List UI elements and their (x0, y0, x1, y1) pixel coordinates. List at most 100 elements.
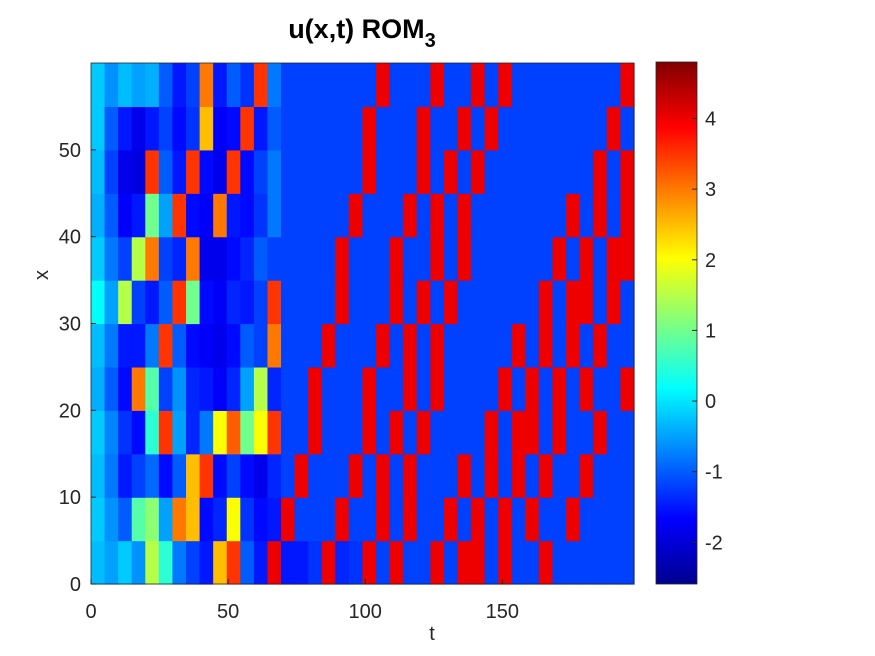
heatmap-cell (281, 63, 296, 108)
heatmap-cell (525, 149, 540, 194)
heatmap-cell (416, 106, 431, 151)
heatmap-cell (525, 236, 540, 281)
heatmap-cell (267, 410, 282, 455)
colorbar-tick-label: 3 (705, 179, 716, 201)
heatmap-cell (294, 236, 309, 281)
heatmap-cell (118, 366, 133, 411)
heatmap-cell (348, 280, 364, 325)
heatmap-cell (525, 497, 540, 542)
heatmap-cell (389, 366, 404, 411)
heatmap-cell (308, 280, 323, 325)
heatmap-cell (172, 453, 187, 498)
title-main: u(x,t) ROM (288, 14, 424, 44)
heatmap-cell (579, 366, 594, 411)
heatmap-cell (403, 323, 418, 368)
heatmap-cell (308, 106, 323, 151)
heatmap-cell (131, 453, 146, 498)
heatmap-cell (131, 540, 146, 585)
heatmap-cell (294, 323, 309, 368)
heatmap-cell (362, 323, 377, 368)
heatmap-cell (281, 410, 296, 455)
heatmap-cell (158, 236, 174, 281)
heatmap-cell (620, 106, 635, 151)
heatmap-cell (389, 410, 404, 455)
heatmap-cell (457, 497, 472, 542)
heatmap-cell (267, 280, 282, 325)
heatmap-cell (566, 540, 581, 585)
heatmap-cell (172, 149, 187, 194)
heatmap-cell (104, 410, 119, 455)
heatmap-cell (91, 106, 106, 151)
heatmap-cell (253, 497, 269, 542)
heatmap-cell (606, 106, 622, 151)
heatmap-cell (620, 453, 635, 498)
heatmap-cell (389, 540, 404, 585)
heatmap-cell (281, 193, 296, 238)
heatmap-cell (172, 323, 187, 368)
heatmap-cell (606, 149, 622, 194)
heatmap-cell (498, 149, 513, 194)
heatmap-cell (348, 323, 364, 368)
heatmap-cell (376, 497, 391, 542)
heatmap-cell (131, 106, 146, 151)
heatmap-cell (348, 106, 364, 151)
heatmap-cell (511, 63, 526, 108)
heatmap-cell (538, 149, 554, 194)
heatmap-cell (457, 280, 472, 325)
heatmap-cell (294, 63, 309, 108)
heatmap-cell (498, 497, 513, 542)
heatmap-cell (321, 453, 336, 498)
heatmap-cell (620, 236, 635, 281)
heatmap-cell (538, 106, 554, 151)
heatmap-cell (199, 453, 214, 498)
heatmap-cell (131, 63, 146, 108)
heatmap-cell (321, 63, 336, 108)
heatmap-cell (552, 410, 567, 455)
heatmap-cell (362, 366, 377, 411)
colorbar-tick-label: 4 (705, 109, 716, 131)
heatmap-cell (471, 453, 486, 498)
heatmap-cell (145, 280, 160, 325)
heatmap-cell (145, 323, 160, 368)
heatmap-cell (104, 280, 119, 325)
heatmap-cell (389, 453, 404, 498)
heatmap-cell (104, 236, 119, 281)
heatmap-cell (348, 453, 364, 498)
heatmap-cell (566, 236, 581, 281)
heatmap-cell (240, 63, 255, 108)
heatmap-cell (606, 193, 622, 238)
heatmap-cell (579, 193, 594, 238)
heatmap-cell (91, 540, 106, 585)
heatmap-cell (403, 106, 418, 151)
heatmap-cell (253, 106, 269, 151)
heatmap-cell (430, 63, 445, 108)
heatmap-cell (471, 280, 486, 325)
heatmap-cell (511, 366, 526, 411)
heatmap-cell (416, 453, 431, 498)
heatmap-cell (240, 410, 255, 455)
heatmap-cell (430, 106, 445, 151)
heatmap-cell (91, 193, 106, 238)
heatmap-cell (389, 280, 404, 325)
heatmap-cell (226, 540, 241, 585)
heatmap-cell (579, 323, 594, 368)
heatmap-cell (484, 193, 499, 238)
colorbar-tick-label: -1 (705, 462, 723, 484)
heatmap-cell (579, 106, 594, 151)
heatmap-cell (484, 106, 499, 151)
heatmap-cell (186, 540, 201, 585)
heatmap-cell (335, 366, 350, 411)
heatmap-cell (308, 236, 323, 281)
heatmap-cell (348, 63, 364, 108)
heatmap-cell (389, 236, 404, 281)
heatmap-cell (457, 193, 472, 238)
heatmap-cell (348, 366, 364, 411)
heatmap-cell (308, 497, 323, 542)
heatmap-cell (226, 63, 241, 108)
heatmap-cell (552, 149, 567, 194)
heatmap-cell (484, 497, 499, 542)
heatmap-cell (253, 540, 269, 585)
heatmap-cell (389, 497, 404, 542)
heatmap-cell (186, 410, 201, 455)
heatmap-cell (620, 410, 635, 455)
